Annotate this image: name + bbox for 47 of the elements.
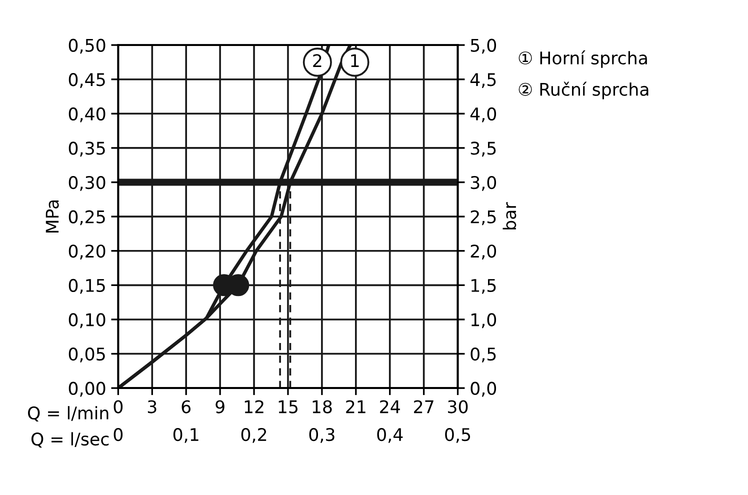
x-tick-label: 27 [414,400,434,414]
y-tick-label: 0,50 [68,38,106,54]
y-tick-label: 0,40 [68,107,106,122]
text: ② Ruční sprcha [518,82,648,100]
y-tick-label: 0,00 [68,382,106,397]
x2-tick-label: 0,1 [173,428,198,443]
y-tick-label: 0,45 [68,73,105,88]
x-tick-label: 21 [346,400,366,414]
x2-tick-label: 0,2 [241,428,266,443]
x2-axis-title: Q = l/sec [31,432,109,448]
x2-tick-label: 0,4 [377,428,403,443]
y2-tick-label: 3,5 [470,142,496,157]
y-tick-label: 0,15 [68,278,105,294]
y2-tick-label: 3,0 [470,176,496,191]
y2-tick-label: 4,0 [470,107,496,122]
x2-tick-label: 0 [114,428,123,442]
y2-tick-label: 4,5 [470,73,496,88]
y2-axis-title: bar [502,202,516,230]
annotation: 2 [313,54,322,67]
y2-tick-label: 1,0 [471,313,496,328]
y2-tick-label: 5,0 [470,38,496,54]
x-tick-label: 6 [182,400,191,414]
y-tick-label: 0,35 [68,142,105,157]
y2-tick-label: 0,5 [470,347,496,362]
x-tick-label: 15 [278,400,298,414]
y2-tick-label: 2,0 [470,244,496,260]
annotation: 1 [351,54,359,67]
y2-tick-label: 1,5 [471,279,496,294]
x2-tick-label: 0,5 [445,428,470,443]
y-tick-label: 0,25 [68,210,105,226]
x-tick-label: 3 [148,400,156,414]
y2-tick-label: 0,0 [470,382,496,397]
x-tick-label: 9 [216,400,224,414]
y-tick-label: 0,20 [68,244,106,260]
x-tick-label: 0 [114,400,123,414]
y-tick-label: 0,30 [68,176,106,191]
y-tick-label: 0,10 [68,313,106,328]
x-tick-label: 30 [448,400,468,414]
x-tick-label: 24 [380,400,400,414]
x2-tick-label: 0,3 [309,428,334,443]
y-tick-label: 0,05 [68,347,105,362]
text: ① Horní sprcha [518,50,647,68]
y-axis-title: MPa [46,200,59,233]
y2-tick-label: 2,5 [470,210,496,226]
x-tick-label: 12 [244,400,264,414]
x-axis-title: Q = l/min [28,406,108,422]
x-tick-label: 18 [312,400,332,414]
